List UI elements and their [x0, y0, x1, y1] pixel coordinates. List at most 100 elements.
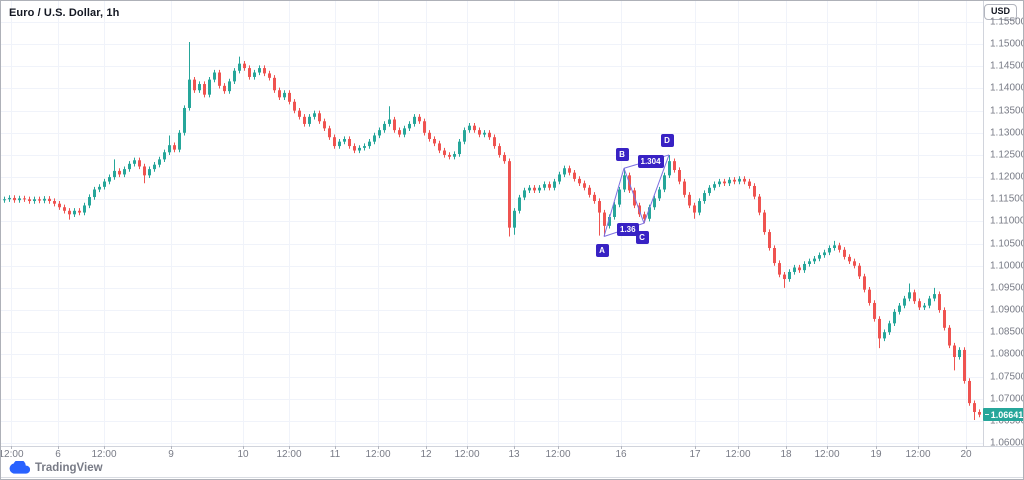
- candle-body: [363, 146, 366, 148]
- candle-body: [288, 92, 291, 102]
- currency-button[interactable]: USD: [983, 4, 1017, 20]
- candle-body: [458, 141, 461, 155]
- candle-body: [523, 190, 526, 198]
- candle-body: [898, 305, 901, 312]
- badge-tick-mark: [984, 414, 989, 416]
- candle-body: [298, 110, 301, 117]
- candle-body: [353, 146, 356, 151]
- candle-body: [178, 132, 181, 150]
- candle-body: [538, 187, 541, 191]
- time-tick-label: 12:00: [91, 449, 117, 460]
- candle-body: [383, 123, 386, 131]
- price-tick-label: 1.08000: [990, 348, 1024, 360]
- candle-body: [153, 164, 156, 170]
- price-tick-label: 1.11500: [990, 193, 1024, 205]
- time-tick-label: 18: [780, 449, 792, 460]
- candle-body: [328, 128, 331, 138]
- candle-body: [528, 187, 531, 191]
- candle-body: [743, 178, 746, 182]
- candle-body: [903, 298, 906, 306]
- time-tick-label: 12:00: [0, 449, 24, 460]
- price-axis[interactable]: 1.15500 1.15000 1.14500 1.14000 1.13500 1.130…: [984, 1, 1024, 449]
- price-tick-label: 1.07000: [990, 393, 1024, 405]
- candle-body: [918, 301, 921, 308]
- last-price-badge: 1.06641: [983, 408, 1023, 422]
- candle-body: [513, 210, 516, 228]
- candle-body: [308, 116, 311, 124]
- candle-body: [488, 132, 491, 138]
- candle-body: [93, 189, 96, 198]
- candle-body: [833, 245, 836, 249]
- candle-body: [103, 181, 106, 187]
- price-tick-label: 1.10000: [990, 260, 1024, 272]
- candle-body: [13, 197, 16, 201]
- candle-body: [418, 116, 421, 122]
- candle-body: [678, 170, 681, 182]
- candle-body: [478, 130, 481, 135]
- candle-body: [653, 198, 656, 208]
- candle-body: [943, 310, 946, 328]
- candle-body: [883, 332, 886, 339]
- candle-body: [233, 70, 236, 82]
- pattern-point-label-D[interactable]: D: [660, 134, 674, 148]
- pattern-point-label-B[interactable]: B: [615, 147, 629, 161]
- candle-body: [473, 125, 476, 131]
- candle-body: [763, 212, 766, 233]
- candle-body: [278, 90, 281, 98]
- price-tick-label: 1.11000: [990, 215, 1024, 227]
- candle-body: [428, 132, 431, 139]
- candle-body: [598, 201, 601, 213]
- candle-body: [43, 198, 46, 201]
- candle-body: [518, 197, 521, 211]
- candle-body: [553, 181, 556, 188]
- time-tick-label: 19: [870, 449, 882, 460]
- candle-body: [53, 201, 56, 204]
- candle-body: [588, 187, 591, 195]
- time-tick-label: 20: [960, 449, 972, 460]
- candle-body: [748, 181, 751, 186]
- candle-body: [788, 271, 791, 280]
- candle-body: [263, 68, 266, 74]
- candle-body: [293, 101, 296, 111]
- candle-body: [978, 411, 981, 415]
- candle-body: [928, 298, 931, 306]
- candle-body: [963, 349, 966, 381]
- pattern-point-label-C[interactable]: C: [635, 230, 649, 244]
- pattern-point-label-A[interactable]: A: [595, 243, 609, 257]
- time-axis[interactable]: 12:00 6 12:00 9 10 12:00 11 12:00 12 12:00 13 12:00…: [0, 447, 1023, 461]
- candle-body: [868, 289, 871, 303]
- candle-body: [463, 130, 466, 142]
- candle-body: [133, 160, 136, 164]
- candle-body: [143, 166, 146, 176]
- candle-body: [948, 327, 951, 346]
- candle-body: [373, 135, 376, 142]
- candle-body: [398, 130, 401, 135]
- pattern-ratio-label[interactable]: 1.36: [617, 223, 639, 237]
- candle-body: [968, 380, 971, 404]
- pattern-line-BC[interactable]: [623, 168, 645, 224]
- tradingview-logo[interactable]: TradingView: [9, 461, 103, 474]
- price-tick-label: 1.14000: [990, 82, 1024, 94]
- candle-body: [123, 169, 126, 175]
- candle-body: [498, 146, 501, 155]
- pattern-line-CD[interactable]: [643, 154, 670, 224]
- candle-body: [318, 113, 321, 122]
- candle-body: [848, 256, 851, 262]
- candle-body: [818, 255, 821, 259]
- candle-body: [248, 68, 251, 77]
- candle-body: [323, 121, 326, 129]
- candle-body: [543, 184, 546, 188]
- pattern-ratio-label[interactable]: 1.304: [637, 155, 664, 169]
- candle-body: [453, 154, 456, 157]
- candle-body: [858, 265, 861, 277]
- candle-body: [433, 138, 436, 144]
- time-tick-label: 11: [329, 449, 341, 460]
- price-tick-label: 1.14500: [990, 60, 1024, 72]
- pattern-line-AB[interactable]: [603, 168, 625, 237]
- candle-body: [953, 345, 956, 358]
- candle-body: [173, 145, 176, 150]
- symbol-legend[interactable]: Euro / U.S. Dollar, 1h: [9, 7, 120, 19]
- candle-body: [778, 263, 781, 275]
- candle-body: [68, 210, 71, 215]
